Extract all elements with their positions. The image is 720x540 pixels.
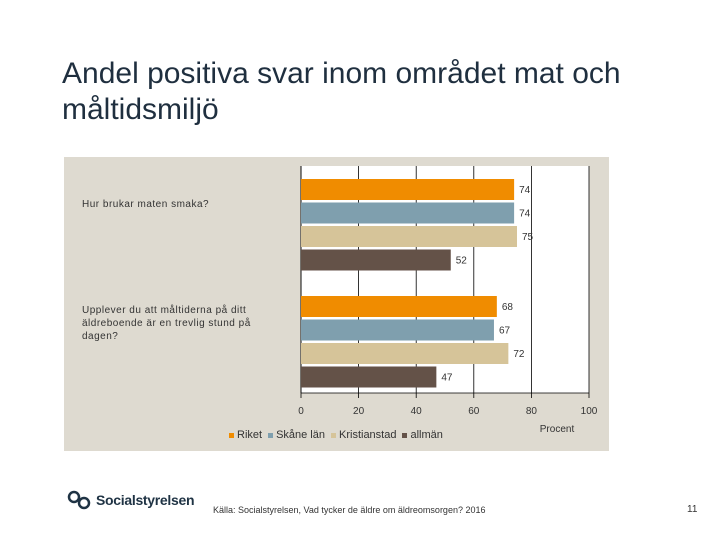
data-label: 68 xyxy=(502,302,514,313)
category-label-1: Upplever du att måltiderna på ditt äldre… xyxy=(82,305,251,342)
bar xyxy=(301,226,517,247)
data-label: 75 xyxy=(522,232,534,243)
slide-title: Andel positiva svar inom området mat och… xyxy=(62,57,621,126)
tick-label: 20 xyxy=(353,406,365,417)
legend-item-kristianstad: Kristianstad xyxy=(331,429,396,441)
data-label: 52 xyxy=(456,256,468,267)
data-label: 74 xyxy=(519,185,531,196)
bar xyxy=(301,296,497,317)
source-note: Källa: Socialstyrelsen, Vad tycker de äl… xyxy=(213,505,486,515)
legend-label: Skåne län xyxy=(276,429,325,441)
data-label: 47 xyxy=(441,373,453,384)
bar xyxy=(301,366,437,388)
logo-icon xyxy=(67,490,91,510)
legend-swatch xyxy=(331,432,336,438)
legend-label: Kristianstad xyxy=(339,429,397,441)
data-label: 74 xyxy=(519,209,531,220)
bar xyxy=(301,249,451,271)
category-label-0: Hur brukar maten smaka? xyxy=(82,199,210,210)
legend-swatch xyxy=(268,432,274,438)
data-label: 72 xyxy=(513,349,525,360)
legend-item-riket: Riket xyxy=(229,429,262,441)
logo-text: Socialstyrelsen xyxy=(96,492,195,508)
legend-item-skane: Skåne län xyxy=(268,429,325,441)
bar xyxy=(301,319,494,341)
tick-label: 60 xyxy=(468,406,480,417)
legend-item-allman: allmän xyxy=(402,429,443,441)
legend-label: Riket xyxy=(237,429,263,441)
data-label: 67 xyxy=(499,326,511,337)
tick-label: 100 xyxy=(581,406,598,417)
tick-label: 40 xyxy=(411,406,423,417)
chart-legend: Riket Skåne län Kristianstad allmän xyxy=(229,429,443,441)
legend-label: allmän xyxy=(410,429,443,441)
bar xyxy=(301,179,515,200)
page-number: 11 xyxy=(687,504,698,515)
legend-swatch xyxy=(229,432,234,438)
socialstyrelsen-logo: Socialstyrelsen xyxy=(66,490,195,510)
legend-swatch xyxy=(402,432,408,438)
bar xyxy=(301,202,515,224)
tick-label: 80 xyxy=(526,406,538,417)
tick-label: 0 xyxy=(298,406,304,417)
bar xyxy=(301,343,509,364)
x-axis-label: Procent xyxy=(540,424,575,435)
